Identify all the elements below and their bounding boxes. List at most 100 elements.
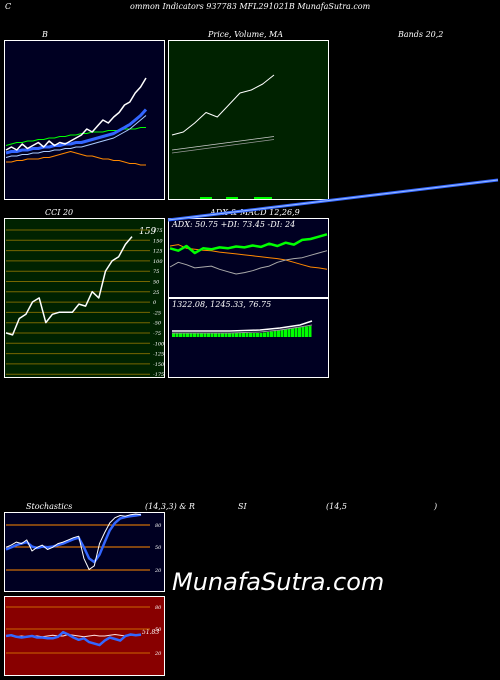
b-ma-line <box>5 108 148 155</box>
cci-tick-label: 25 <box>152 290 159 296</box>
macd-histogram-bar <box>273 331 277 337</box>
panel-title-cci: CCI 20 <box>45 208 74 217</box>
stoch-tick-label: 20 <box>154 568 162 574</box>
macd-histogram-bar <box>245 333 249 337</box>
macd-histogram-bar <box>238 333 242 337</box>
adx-plus-di-line <box>169 233 328 255</box>
stoch-tick-label: 80 <box>155 523 162 529</box>
macd-histogram-bar <box>221 333 224 337</box>
macd-histogram-bar <box>280 330 284 337</box>
price-line <box>171 74 275 136</box>
macd-histogram-bar <box>287 329 291 337</box>
price-ma-line-2 <box>171 139 275 154</box>
macd-histogram-bar <box>207 333 210 337</box>
panel-title-price: Price, Volume, MA <box>208 30 284 39</box>
cci-tick-label: -175 <box>153 372 164 378</box>
panel-title-stoch-params: (14,3,3) & R <box>145 502 195 511</box>
panel-title-adx: ADX & MACD 12,26,9 <box>210 208 300 217</box>
macd-histogram-bar <box>196 333 200 337</box>
adx-readout: ADX: 50.75 +DI: 73.45 -DI: 24 <box>172 220 296 229</box>
panel-title-b: B <box>42 30 48 39</box>
cci-tick-label: 175 <box>153 228 163 234</box>
rsi-line <box>5 630 142 647</box>
cci-tick-label: 125 <box>153 249 163 255</box>
stoch-k-line <box>5 513 142 570</box>
cci-tick-label: 50 <box>153 280 160 286</box>
panel-b <box>4 40 165 200</box>
rsi-tick-label: 50 <box>155 627 162 633</box>
panel-title-bands: Bands 20,2 <box>398 30 444 39</box>
macd-histogram-bar <box>224 333 228 337</box>
macd-histogram-bar <box>193 333 196 337</box>
macd-histogram-bar <box>189 333 193 337</box>
cci-tick-label: -150 <box>153 362 165 368</box>
macd-histogram-bar <box>252 333 256 337</box>
macd-histogram-bar <box>228 333 231 337</box>
macd-histogram-bar <box>186 333 189 337</box>
macd-histogram-bar <box>231 333 235 337</box>
b-lower-line <box>6 151 146 166</box>
cci-tick-label: 0 <box>153 300 157 306</box>
cci-tick-label: -75 <box>153 331 161 337</box>
stoch-d-line <box>5 513 142 564</box>
cci-tick-label: -100 <box>153 341 165 347</box>
panel-title-rsi-close: ) <box>434 502 438 511</box>
macd-histogram-bar <box>259 333 263 337</box>
macd-readout: 1322.08, 1245.33, 76.75 <box>172 300 272 309</box>
macd-histogram-bar <box>210 333 214 337</box>
rsi-tick-label: 80 <box>155 605 162 611</box>
macd-histogram-bar <box>308 326 312 337</box>
rsi-tick-label: 20 <box>154 651 162 657</box>
macd-histogram-bar <box>305 326 308 337</box>
bands-ma-inner-line <box>167 179 499 221</box>
macd-signal-line <box>172 324 313 334</box>
macd-histogram-bar <box>284 329 287 337</box>
panel-title-rsi-params: (14,5 <box>326 502 347 511</box>
macd-histogram-bar <box>298 327 301 337</box>
cci-value-label: 159 <box>139 227 157 237</box>
panel-macd <box>168 298 329 378</box>
cci-tick-label: -125 <box>153 352 164 358</box>
panel-title-stoch: Stochastics <box>26 502 73 511</box>
adx-line <box>169 250 328 275</box>
macd-histogram-bar <box>172 333 175 337</box>
header-left: C <box>5 2 12 11</box>
macd-histogram-bar <box>235 333 238 337</box>
macd-histogram-bar <box>242 333 245 337</box>
cci-tick-label: 150 <box>153 238 163 244</box>
panel-price <box>168 40 329 200</box>
panel-title-rsi: SI <box>238 502 247 511</box>
macd-histogram-bar <box>256 333 259 337</box>
macd-histogram-bar <box>203 333 207 337</box>
macd-histogram-bar <box>175 333 179 337</box>
panel-cci <box>4 218 165 378</box>
header-title: ommon Indicators 937783 MFL291021B Munaf… <box>130 2 371 11</box>
macd-histogram-bar <box>301 327 305 337</box>
watermark: MunafaSutra.com <box>172 568 385 596</box>
macd-histogram-bar <box>217 333 221 337</box>
macd-histogram-bar <box>294 328 298 337</box>
cci-tick-label: -25 <box>153 310 161 316</box>
macd-histogram-bar <box>200 333 203 337</box>
rsi-value-label: 51.83 <box>142 629 160 636</box>
adx-minus-di-line <box>169 244 328 270</box>
macd-histogram-bar <box>182 333 186 337</box>
macd-histogram-bar <box>291 328 294 337</box>
cci-tick-label: -50 <box>153 321 162 327</box>
macd-histogram-bar <box>214 333 217 337</box>
macd-histogram-bar <box>277 330 280 337</box>
macd-histogram-bar <box>270 331 273 337</box>
cci-tick-label: 75 <box>153 269 159 275</box>
price-ma-line-1 <box>171 136 275 151</box>
macd-histogram-bar <box>179 333 182 337</box>
cci-line <box>5 236 133 336</box>
macd-line <box>172 320 313 332</box>
b-price-line <box>5 77 147 151</box>
b-ma-inner-line <box>5 115 147 158</box>
macd-histogram-bar <box>266 332 270 337</box>
macd-histogram-bar <box>263 332 266 337</box>
macd-histogram-bar <box>249 333 252 337</box>
cci-tick-label: 100 <box>153 259 163 265</box>
stoch-tick-label: 50 <box>155 545 162 551</box>
